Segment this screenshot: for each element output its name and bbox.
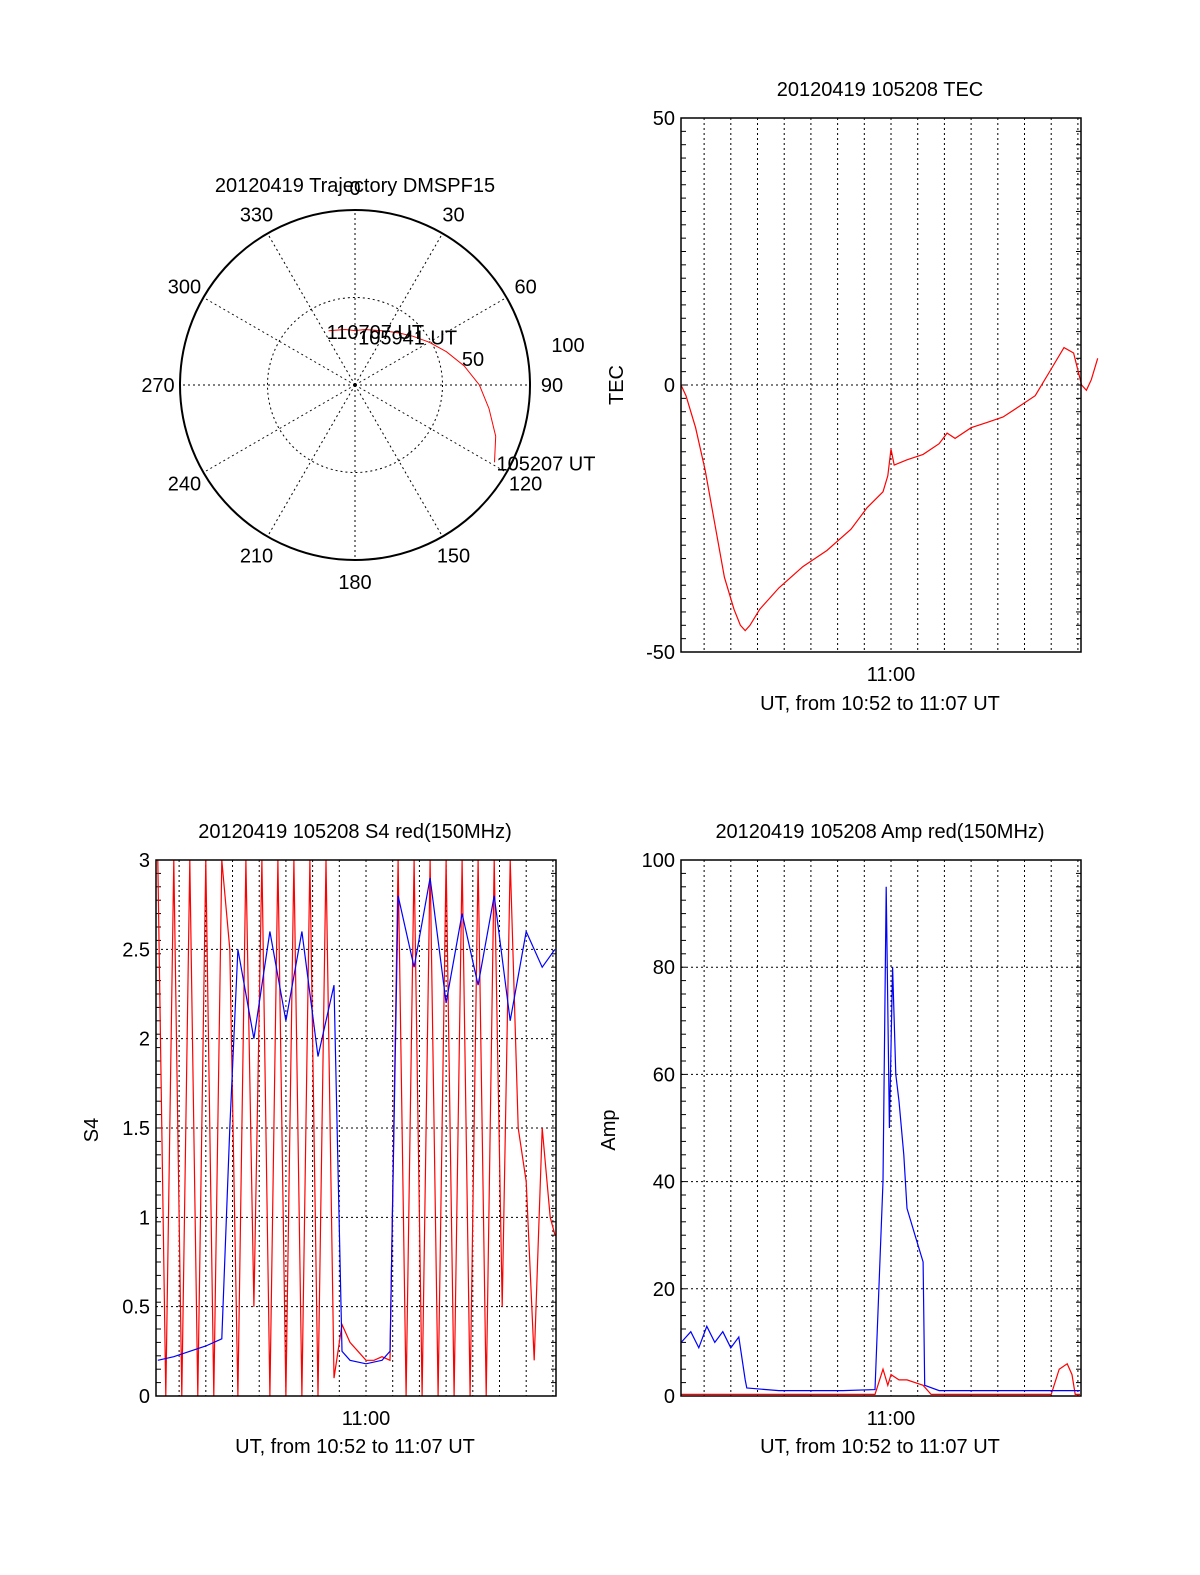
s4-xlabel: UT, from 10:52 to 11:07 UT — [235, 1436, 475, 1458]
polar-panel: 20120419 Trajectory DMSPF15 0 30 60 90 120 15… — [141, 175, 595, 594]
red-series-line — [157, 859, 556, 1397]
y-tick-label: 0 — [139, 1386, 150, 1408]
y-tick-label: 100 — [642, 850, 675, 872]
y-tick-label: 2 — [139, 1029, 150, 1051]
y-tick-label: -50 — [646, 642, 675, 664]
s4-title: 20120419 105208 S4 red(150MHz) — [198, 821, 512, 843]
y-tick-label: 2.5 — [122, 939, 150, 961]
polar-spoke — [203, 297, 356, 386]
polar-spoke — [354, 297, 507, 386]
polar-spoke — [267, 233, 356, 386]
plot-frame — [680, 117, 1082, 653]
y-tick-label: 0 — [664, 1386, 675, 1408]
polar-title: 20120419 Trajectory DMSPF15 — [215, 175, 495, 197]
red-series-line — [681, 1362, 1080, 1395]
azimuth-label: 300 — [168, 277, 201, 299]
trajectory-line — [328, 328, 497, 463]
amp-ylabel: Amp — [598, 1109, 620, 1150]
azimuth-label: 270 — [141, 375, 174, 397]
y-tick-label: 1.5 — [122, 1118, 150, 1140]
azimuth-label: 60 — [514, 277, 536, 299]
polar-outer-circle — [179, 209, 531, 561]
polar-spoke — [354, 233, 443, 386]
azimuth-label: 0 — [349, 178, 360, 200]
polar-radial-labels: 50 100 — [462, 335, 585, 371]
amp-panel: 20120419 105208 Amp red(150MHz) 0 20 40 60 8… — [598, 821, 1082, 1458]
trajectory-annotation: 105207 UT — [496, 453, 595, 475]
y-tick-label: 60 — [653, 1064, 675, 1086]
y-tick-label: 20 — [653, 1279, 675, 1301]
azimuth-label: 210 — [240, 546, 273, 568]
x-tick-label: 11:00 — [867, 1408, 916, 1430]
s4-panel: 20120419 105208 S4 red(150MHz) 0 0.5 1 1.5 2… — [81, 821, 557, 1458]
tec-ylabel: TEC — [606, 365, 628, 405]
trajectory-annotation: 105941 UT — [358, 327, 457, 349]
y-tick-label: 40 — [653, 1172, 675, 1194]
azimuth-label: 150 — [437, 546, 470, 568]
azimuth-label: 240 — [168, 474, 201, 496]
azimuth-label: 30 — [442, 204, 464, 226]
azimuth-label: 180 — [338, 572, 371, 594]
y-tick-label: 0 — [664, 375, 675, 397]
polar-spoke — [203, 384, 356, 473]
amp-title: 20120419 105208 Amp red(150MHz) — [715, 821, 1044, 843]
blue-series-line — [157, 877, 556, 1365]
azimuth-label: 90 — [541, 375, 563, 397]
y-tick-label: 1 — [139, 1207, 150, 1229]
plot-frame — [680, 859, 1082, 1397]
polar-grid — [179, 209, 531, 561]
radial-label: 50 — [462, 349, 484, 371]
plot-frame — [155, 859, 557, 1397]
azimuth-label: 120 — [509, 474, 542, 496]
s4-ylabel: S4 — [81, 1118, 103, 1142]
x-tick-label: 11:00 — [867, 664, 916, 686]
red-series-line — [680, 346, 1099, 632]
polar-spoke — [354, 384, 507, 473]
blue-series-line — [680, 886, 1080, 1392]
y-tick-label: 80 — [653, 957, 675, 979]
radial-label: 100 — [551, 335, 584, 357]
tec-xlabel: UT, from 10:52 to 11:07 UT — [760, 693, 1000, 715]
x-tick-label: 11:00 — [342, 1408, 391, 1430]
polar-azimuth-labels: 0 30 60 90 120 150 180 210 240 270 300 330 — [141, 178, 563, 594]
tec-title: 20120419 105208 TEC — [777, 79, 983, 101]
y-tick-label: 50 — [653, 108, 675, 130]
polar-inner-circle — [267, 297, 443, 473]
azimuth-label: 330 — [240, 204, 273, 226]
y-tick-label: 3 — [139, 850, 150, 872]
polar-spoke — [354, 384, 443, 537]
tec-panel: 20120419 105208 TEC -50 0 50 11:00 UT, from… — [606, 79, 1099, 715]
polar-spoke — [267, 384, 356, 537]
y-tick-label: 0.5 — [122, 1297, 150, 1319]
trajectory-annotation: 110707 UT — [327, 322, 424, 344]
amp-xlabel: UT, from 10:52 to 11:07 UT — [760, 1436, 1000, 1458]
